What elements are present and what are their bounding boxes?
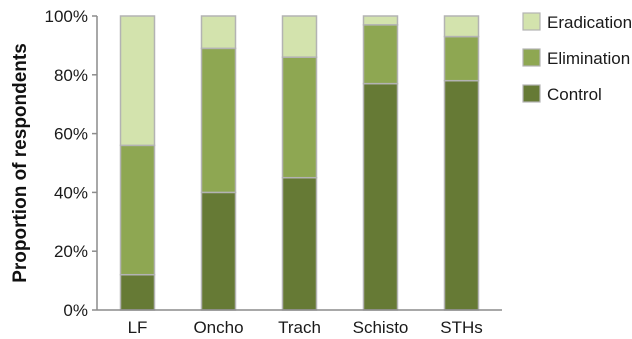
bar-eradication-lf	[119, 15, 156, 147]
legend-label-eradication: Eradication	[547, 13, 632, 32]
bar-control-schisto	[362, 82, 399, 311]
bar-control-lf	[119, 273, 156, 311]
bar-eradication-sths	[443, 15, 480, 38]
bars-group	[119, 15, 480, 311]
bar-elimination-oncho	[200, 47, 237, 194]
bar-eradication-trach	[281, 15, 318, 58]
x-tick-label: Oncho	[193, 318, 243, 337]
x-tick-label: LF	[128, 318, 148, 337]
bar-eradication-oncho	[200, 15, 237, 50]
bar-control-trach	[281, 176, 318, 311]
y-ticks-group: 0% 20% 40% 60% 80% 100%	[45, 7, 97, 320]
bar-control-sths	[443, 79, 480, 311]
y-tick-label: 40%	[54, 183, 88, 202]
bar-elimination-lf	[119, 144, 156, 276]
legend-swatch-eradication	[522, 12, 541, 31]
legend-swatch-elimination	[522, 48, 541, 67]
x-tick-label: Schisto	[353, 318, 409, 337]
y-tick-label: 20%	[54, 242, 88, 261]
bar-elimination-schisto	[362, 24, 399, 85]
y-tick-label: 80%	[54, 66, 88, 85]
legend-label-elimination: Elimination	[547, 49, 630, 68]
x-tick-label: STHs	[440, 318, 483, 337]
x-tick-labels-group: LF Oncho Trach Schisto STHs	[128, 318, 483, 337]
y-tick-label: 0%	[63, 301, 88, 320]
y-tick-label: 100%	[45, 7, 88, 26]
y-tick-label: 60%	[54, 125, 88, 144]
y-axis-title: Proportion of respondents	[10, 43, 31, 283]
bar-elimination-sths	[443, 35, 480, 82]
x-tick-label: Trach	[278, 318, 321, 337]
bar-eradication-schisto	[362, 15, 399, 26]
bar-control-oncho	[200, 191, 237, 311]
legend-swatch-control	[522, 84, 541, 103]
axes-group	[96, 16, 502, 311]
legend-label-control: Control	[547, 85, 602, 104]
bar-elimination-trach	[281, 56, 318, 179]
legend: Eradication Elimination Control	[522, 12, 632, 104]
